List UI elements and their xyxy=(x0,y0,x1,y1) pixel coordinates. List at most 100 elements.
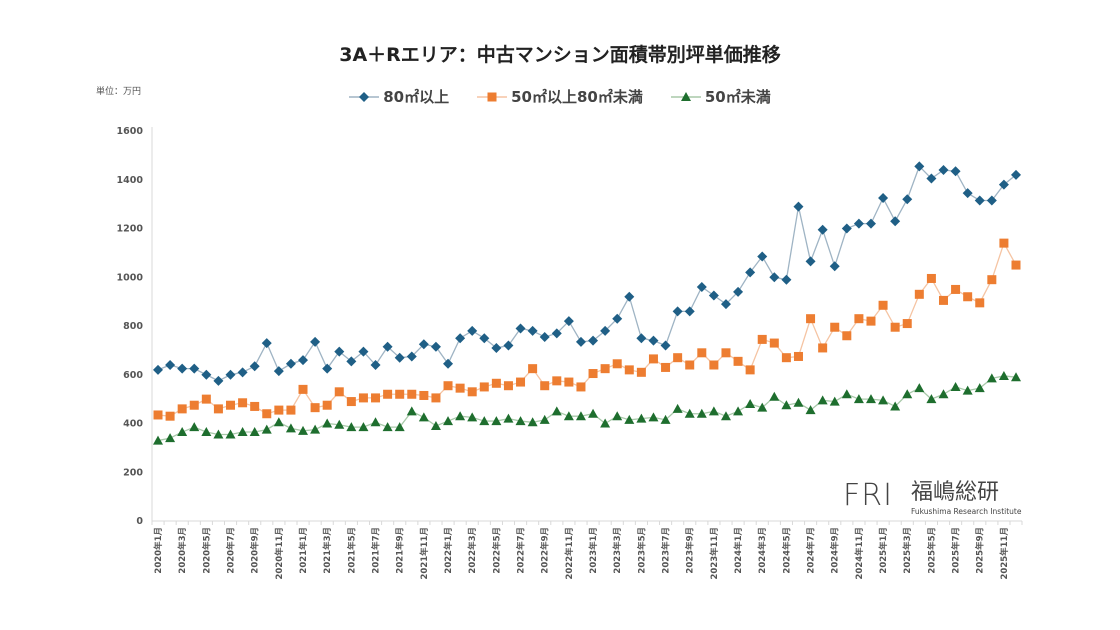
data-point-triangle xyxy=(249,427,260,437)
data-point-square xyxy=(769,338,779,348)
data-point-diamond xyxy=(382,341,393,352)
data-point-triangle xyxy=(370,417,381,427)
data-point-square xyxy=(1011,260,1021,270)
fri-logo: FRI 福嶋総研 Fukushima Research Institute xyxy=(843,479,1023,519)
data-point-triangle xyxy=(382,422,393,432)
data-point-diamond xyxy=(189,363,200,374)
data-point-triangle xyxy=(563,411,574,421)
legend-item: 50㎡以上80㎡未満 xyxy=(477,86,643,107)
y-tick-label: 0 xyxy=(136,516,143,527)
data-point-diamond xyxy=(720,299,731,310)
data-point-diamond xyxy=(575,336,586,347)
data-point-diamond xyxy=(926,173,937,184)
x-tick-label: 2023年3月 xyxy=(612,527,623,574)
x-tick-label: 2024年9月 xyxy=(830,527,841,574)
data-point-triangle xyxy=(926,394,937,404)
x-tick-label: 2024年1月 xyxy=(733,527,744,574)
data-point-triangle xyxy=(684,408,695,418)
data-point-triangle xyxy=(878,395,889,405)
data-point-square xyxy=(830,322,840,332)
data-point-diamond xyxy=(672,306,683,317)
legend-label: 80㎡以上 xyxy=(383,88,450,106)
logo-mark: FRI xyxy=(843,478,893,513)
data-point-square xyxy=(685,360,695,370)
data-point-square xyxy=(806,314,816,324)
data-point-square xyxy=(443,381,453,391)
data-point-square xyxy=(987,275,997,285)
data-point-diamond xyxy=(165,360,176,370)
data-point-square xyxy=(165,411,175,421)
data-point-square xyxy=(491,378,501,388)
data-point-diamond xyxy=(769,272,780,283)
data-point-diamond xyxy=(612,313,623,324)
data-point-square xyxy=(624,365,634,375)
legend-marker-triangle-icon xyxy=(670,91,701,101)
data-point-diamond xyxy=(201,369,212,380)
data-point-triangle xyxy=(938,389,949,399)
data-point-diamond xyxy=(805,256,816,267)
data-point-triangle xyxy=(672,403,683,413)
x-tick-label: 2020年7月 xyxy=(226,527,237,574)
data-point-triangle xyxy=(165,433,176,443)
data-point-triangle xyxy=(539,414,550,424)
legend-item: 50㎡未満 xyxy=(670,86,771,107)
data-point-square xyxy=(286,405,296,415)
x-tick-label: 2025年9月 xyxy=(975,527,986,574)
data-point-square xyxy=(346,397,356,407)
data-point-triangle xyxy=(696,408,707,418)
data-point-diamond xyxy=(793,201,804,212)
data-point-diamond xyxy=(527,325,538,336)
logo-name: 福嶋総研 xyxy=(911,480,1000,505)
data-point-square xyxy=(661,362,671,372)
data-point-triangle xyxy=(479,416,490,426)
data-point-diamond xyxy=(781,274,792,285)
x-tick-label: 2021年3月 xyxy=(322,527,333,574)
data-point-diamond xyxy=(624,291,635,302)
data-point-square xyxy=(612,359,622,369)
data-point-diamond xyxy=(708,290,719,301)
data-point-diamond xyxy=(841,223,852,234)
data-point-diamond xyxy=(563,316,574,327)
data-point-diamond xyxy=(467,325,478,336)
data-point-diamond xyxy=(285,358,296,369)
data-point-square xyxy=(745,365,755,375)
data-point-square xyxy=(999,238,1009,248)
data-point-square xyxy=(395,389,405,399)
data-point-diamond xyxy=(515,323,526,334)
data-point-square xyxy=(334,387,344,397)
legend-label: 50㎡未満 xyxy=(704,88,771,106)
x-tick-label: 2020年9月 xyxy=(250,527,261,574)
data-point-square xyxy=(878,300,888,310)
data-point-triangle xyxy=(962,385,973,395)
data-point-square xyxy=(938,295,948,305)
x-tick-label: 2023年9月 xyxy=(685,527,696,574)
data-point-diamond xyxy=(322,363,333,374)
data-point-triangle xyxy=(1011,372,1021,382)
data-point-triangle xyxy=(503,413,514,423)
data-point-diamond xyxy=(310,336,321,347)
data-point-triangle xyxy=(612,411,623,421)
data-point-triangle xyxy=(285,423,296,433)
x-tick-label: 2021年11月 xyxy=(419,527,430,580)
data-point-diamond xyxy=(696,282,707,292)
data-point-diamond xyxy=(902,194,913,205)
data-point-square xyxy=(854,314,864,324)
data-point-diamond xyxy=(298,355,309,366)
data-point-square xyxy=(371,393,381,403)
data-point-diamond xyxy=(177,363,188,374)
data-point-diamond xyxy=(853,218,864,229)
x-tick-label: 2025年3月 xyxy=(902,527,913,574)
data-point-square xyxy=(540,381,550,391)
data-point-diamond xyxy=(1011,169,1021,180)
data-point-square xyxy=(467,387,477,397)
data-point-square xyxy=(213,404,223,414)
legend-marker-square-icon xyxy=(477,92,508,101)
data-point-square xyxy=(310,403,320,413)
x-tick-label: 2022年3月 xyxy=(467,527,478,574)
data-point-diamond xyxy=(660,340,671,351)
data-point-diamond xyxy=(829,261,840,272)
y-tick-label: 800 xyxy=(123,321,143,332)
data-point-diamond xyxy=(733,286,744,297)
data-point-triangle xyxy=(443,416,454,426)
data-point-triangle xyxy=(624,414,635,424)
